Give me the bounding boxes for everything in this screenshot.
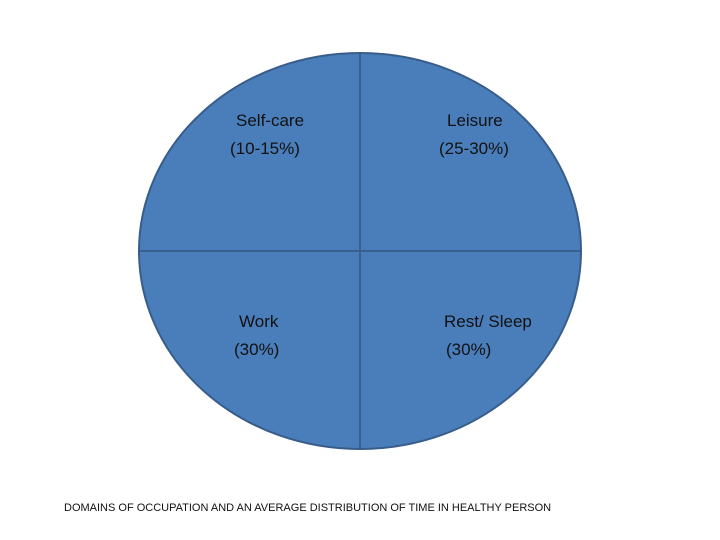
quadrant-rest-sleep-name: Rest/ Sleep (444, 312, 532, 331)
quadrant-self-care: Self-care (10-15%) (230, 107, 304, 163)
diagram-caption: DOMAINS OF OCCUPATION AND AN AVERAGE DIS… (64, 502, 552, 514)
quadrant-self-care-value: (10-15%) (230, 139, 300, 158)
quadrant-rest-sleep: Rest/ Sleep (30%) (444, 308, 532, 364)
quadrant-rest-sleep-value: (30%) (446, 340, 492, 359)
quadrant-work: Work (30%) (234, 308, 279, 364)
quadrant-work-value: (30%) (234, 340, 280, 359)
quadrant-self-care-name: Self-care (236, 111, 305, 130)
quadrant-leisure: Leisure (25-30%) (439, 107, 509, 163)
quadrant-leisure-name: Leisure (447, 111, 503, 130)
quadrant-leisure-value: (25-30%) (439, 139, 509, 158)
quadrant-work-name: Work (239, 312, 279, 331)
